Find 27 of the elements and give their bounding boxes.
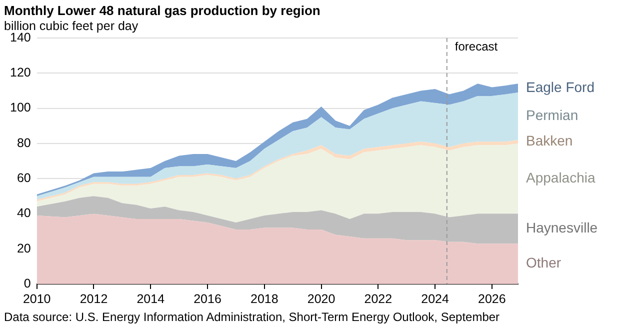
series-label: Haynesville [526,220,598,236]
series-label: Permian [526,107,578,124]
y-tick-label: 20 [16,241,31,256]
x-tick-label: 2014 [136,292,165,306]
y-tick-label: 100 [10,100,31,115]
y-tick-label: 80 [16,136,31,150]
series-label: Eagle Ford [526,78,594,95]
y-tick-label: 0 [24,276,31,290]
chart-title: Monthly Lower 48 natural gas production by region [4,3,320,18]
x-tick-label: 2018 [250,292,278,306]
y-tick-label: 140 [10,30,31,44]
ref-line-label: forecast [454,39,498,54]
x-tick-label: 2020 [307,292,336,306]
x-tick-label: 2026 [478,292,506,306]
y-axis-title: billion cubic feet per day [4,19,138,33]
source-note: Data source: U.S. Energy Information Administration, Short-Term Energy Outlook, September [4,310,500,324]
x-tick-label: 2016 [194,292,222,306]
series-label: Appalachia [526,169,596,186]
y-tick-label: 60 [16,171,31,186]
y-tick-label: 40 [16,206,31,220]
y-tick-label: 120 [10,66,31,80]
x-tick-label: 2022 [364,292,392,306]
x-tick-label: 2012 [80,292,108,306]
series-label: Bakken [526,132,573,149]
x-tick-label: 2024 [421,292,449,306]
x-tick-label: 2010 [22,292,51,306]
series-label: Other [526,254,562,271]
